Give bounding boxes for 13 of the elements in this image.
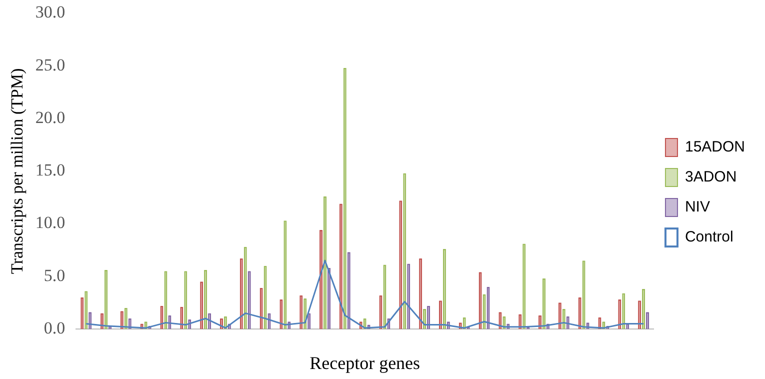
- y-axis-title: Transcripts per million (TPM): [8, 68, 27, 274]
- y-tick-label: 25.0: [35, 55, 66, 74]
- y-tick-label: 5.0: [44, 266, 66, 285]
- y-tick-label: 0.0: [44, 318, 66, 338]
- legend-label: 3ADON: [684, 168, 737, 186]
- y-tick-label: 15.0: [35, 160, 66, 180]
- y-tick-label: 10.0: [35, 213, 66, 232]
- legend-label: NIV: [684, 198, 710, 216]
- y-tick-label: 20.0: [35, 108, 66, 127]
- y-tick-label: 30.0: [35, 2, 66, 22]
- legend-label: 15ADON: [684, 138, 746, 156]
- legend-label: Control: [684, 228, 734, 246]
- x-axis-title: Receptor genes: [310, 352, 420, 373]
